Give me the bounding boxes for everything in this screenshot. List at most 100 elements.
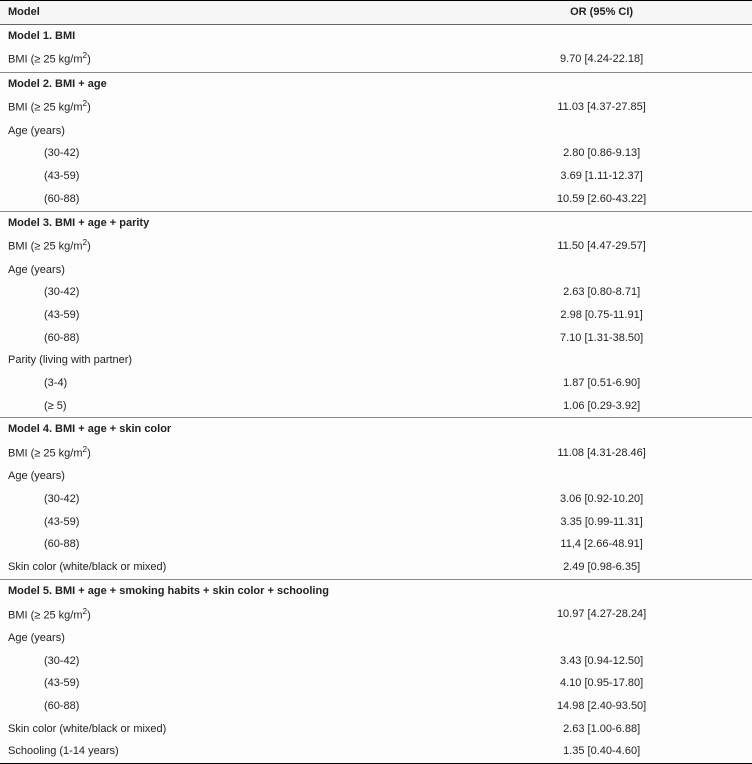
row-label: (30-42) (0, 142, 451, 165)
table-row: (43-59)3.69 [1.11-12.37] (0, 165, 752, 188)
row-label: Skin color (white/black or mixed) (0, 556, 451, 579)
table-row: BMI (≥ 25 kg/m2)11.50 [4.47-29.57] (0, 234, 752, 258)
row-label: (43-59) (0, 511, 451, 534)
row-label: Age (years) (0, 627, 451, 650)
table-row: (3-4)1.87 [0.51-6.90] (0, 372, 752, 395)
row-label: (43-59) (0, 672, 451, 695)
table-row: BMI (≥ 25 kg/m2)10.97 [4.27-28.24] (0, 603, 752, 627)
row-or-value: 2.49 [0.98-6.35] (451, 556, 752, 579)
table-row: BMI (≥ 25 kg/m2)11.03 [4.37-27.85] (0, 95, 752, 119)
row-or-value: 2.63 [0.80-8.71] (451, 281, 752, 304)
row-label: Age (years) (0, 465, 451, 488)
row-or-value (451, 349, 752, 372)
row-or-value: 11,4 [2.66-48.91] (451, 533, 752, 556)
row-or-value: 2.80 [0.86-9.13] (451, 142, 752, 165)
row-or-value: 11.03 [4.37-27.85] (451, 95, 752, 119)
table-row: Skin color (white/black or mixed)2.63 [1… (0, 718, 752, 741)
row-or-value: 3.69 [1.11-12.37] (451, 165, 752, 188)
row-or-value (451, 579, 752, 602)
row-or-value: 4.10 [0.95-17.80] (451, 672, 752, 695)
table-row: BMI (≥ 25 kg/m2)11.08 [4.31-28.46] (0, 441, 752, 465)
section-label: Model 2. BMI + age (0, 72, 451, 95)
row-or-value: 2.63 [1.00-6.88] (451, 718, 752, 741)
row-label: (30-42) (0, 281, 451, 304)
col-header-or: OR (95% CI) (451, 1, 752, 25)
row-label: BMI (≥ 25 kg/m2) (0, 234, 451, 258)
table-row: (60-88)11,4 [2.66-48.91] (0, 533, 752, 556)
row-label: BMI (≥ 25 kg/m2) (0, 95, 451, 119)
row-label: (30-42) (0, 650, 451, 673)
row-or-value: 3.06 [0.92-10.20] (451, 488, 752, 511)
table-row: (43-59)3.35 [0.99-11.31] (0, 511, 752, 534)
table-row: (30-42)3.43 [0.94-12.50] (0, 650, 752, 673)
table-body: Model 1. BMIBMI (≥ 25 kg/m2)9.70 [4.24-2… (0, 24, 752, 763)
table-row: (≥ 5)1.06 [0.29-3.92] (0, 395, 752, 418)
row-label: (≥ 5) (0, 395, 451, 418)
row-or-value: 1.87 [0.51-6.90] (451, 372, 752, 395)
row-or-value: 11.50 [4.47-29.57] (451, 234, 752, 258)
row-or-value: 10.59 [2.60-43.22] (451, 188, 752, 211)
row-or-value: 9.70 [4.24-22.18] (451, 47, 752, 72)
row-or-value (451, 211, 752, 234)
table-row: Age (years) (0, 465, 752, 488)
section-label: Model 1. BMI (0, 24, 451, 47)
row-or-value: 10.97 [4.27-28.24] (451, 603, 752, 627)
row-label: Skin color (white/black or mixed) (0, 718, 451, 741)
row-label: Age (years) (0, 259, 451, 282)
row-or-value: 1.35 [0.40-4.60] (451, 740, 752, 763)
row-or-value: 1.06 [0.29-3.92] (451, 395, 752, 418)
table-row: Skin color (white/black or mixed)2.49 [0… (0, 556, 752, 579)
row-or-value (451, 120, 752, 143)
table-row: (30-42)2.80 [0.86-9.13] (0, 142, 752, 165)
table-row: (60-88)14.98 [2.40-93.50] (0, 695, 752, 718)
row-or-value: 14.98 [2.40-93.50] (451, 695, 752, 718)
row-or-value: 3.35 [0.99-11.31] (451, 511, 752, 534)
row-or-value: 7.10 [1.31-38.50] (451, 327, 752, 350)
table-row: BMI (≥ 25 kg/m2)9.70 [4.24-22.18] (0, 47, 752, 72)
row-label: BMI (≥ 25 kg/m2) (0, 441, 451, 465)
row-or-value: 3.43 [0.94-12.50] (451, 650, 752, 673)
section-row: Model 1. BMI (0, 24, 752, 47)
row-label: BMI (≥ 25 kg/m2) (0, 47, 451, 72)
col-header-model: Model (0, 1, 451, 25)
row-label: BMI (≥ 25 kg/m2) (0, 603, 451, 627)
row-label: Age (years) (0, 120, 451, 143)
table-row: Age (years) (0, 627, 752, 650)
table-row: Schooling (1-14 years)1.35 [0.40-4.60] (0, 740, 752, 763)
row-label: Schooling (1-14 years) (0, 740, 451, 763)
section-row: Model 2. BMI + age (0, 72, 752, 95)
table-row: Parity (living with partner) (0, 349, 752, 372)
row-label: Parity (living with partner) (0, 349, 451, 372)
table-row: (43-59)2.98 [0.75-11.91] (0, 304, 752, 327)
table-row: Age (years) (0, 120, 752, 143)
table-row: Age (years) (0, 259, 752, 282)
row-or-value: 11.08 [4.31-28.46] (451, 441, 752, 465)
section-row: Model 5. BMI + age + smoking habits + sk… (0, 579, 752, 602)
row-label: (60-88) (0, 327, 451, 350)
table-row: (30-42)2.63 [0.80-8.71] (0, 281, 752, 304)
row-label: (43-59) (0, 304, 451, 327)
models-table: Model OR (95% CI) Model 1. BMIBMI (≥ 25 … (0, 0, 752, 764)
table-row: (60-88)7.10 [1.31-38.50] (0, 327, 752, 350)
row-or-value (451, 24, 752, 47)
table-header-row: Model OR (95% CI) (0, 1, 752, 25)
row-label: (60-88) (0, 533, 451, 556)
row-or-value: 2.98 [0.75-11.91] (451, 304, 752, 327)
row-or-value (451, 259, 752, 282)
row-or-value (451, 627, 752, 650)
row-label: (3-4) (0, 372, 451, 395)
row-or-value (451, 72, 752, 95)
section-label: Model 3. BMI + age + parity (0, 211, 451, 234)
row-label: (60-88) (0, 695, 451, 718)
table-row: (43-59)4.10 [0.95-17.80] (0, 672, 752, 695)
row-or-value (451, 418, 752, 441)
row-label: (60-88) (0, 188, 451, 211)
section-row: Model 4. BMI + age + skin color (0, 418, 752, 441)
row-or-value (451, 465, 752, 488)
table-row: (30-42)3.06 [0.92-10.20] (0, 488, 752, 511)
section-label: Model 5. BMI + age + smoking habits + sk… (0, 579, 451, 602)
row-label: (30-42) (0, 488, 451, 511)
table-row: (60-88)10.59 [2.60-43.22] (0, 188, 752, 211)
section-row: Model 3. BMI + age + parity (0, 211, 752, 234)
row-label: (43-59) (0, 165, 451, 188)
